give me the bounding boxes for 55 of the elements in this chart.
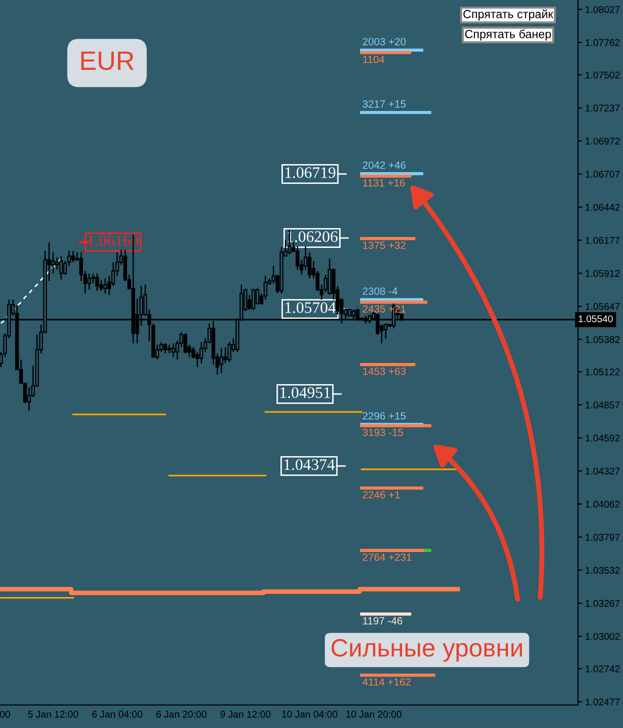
x-tick-label: 10 Jan 04:00 [282,710,338,718]
annotation: 2003 +20 [362,38,406,46]
y-tick-label: 1.05647 [586,303,620,310]
annotation: 3193 -15 [362,428,404,436]
y-tick-label: 1.06707 [586,170,620,178]
annotation: 2435 +21 [362,305,406,313]
y-tick-label: 1.04592 [586,434,620,442]
y-tick-label: 1.04062 [586,500,620,508]
y-tick-label: 1.08027 [586,6,620,13]
annotation: 1.06719 [285,167,336,178]
annotation: 4114 +162 [362,678,411,686]
ref-line-label: 1.05540 [578,315,613,322]
y-tick-label: 1.06177 [586,236,620,244]
x-tick-label: 6 Jan 20:00 [156,710,206,718]
annotation: 2308 -4 [362,287,398,295]
annotation: 2296 +15 [362,412,406,420]
y-tick-label: 1.06442 [586,204,620,211]
y-tick-label: 1.05122 [586,368,620,376]
text: EUR [81,52,134,70]
annotation: 1197 -46 [363,617,402,624]
annotation: 1.05704 [285,302,336,314]
annotation: 1131 +16 [363,179,405,187]
annotation: 3217 +15 [362,100,406,108]
annotation: 1.06160 [88,235,138,246]
y-tick-label: 1.06972 [586,138,620,145]
x-tick-label: 6 Jan 04:00 [92,710,142,718]
annotation: 2764 +231 [362,553,412,561]
annotation: 1.06206 [287,231,338,242]
y-tick-label: 1.07762 [586,39,620,46]
y-tick-label: 1.04327 [586,468,620,475]
y-tick-label: 1.05382 [586,336,620,343]
y-tick-label: 1.03532 [586,566,620,574]
text: Спрятать банер [465,29,551,41]
y-tick-label: 1.07502 [586,72,620,78]
annotation: 2246 +1 [362,491,400,498]
x-tick-label: 5 Jan 12:00 [28,710,78,718]
y-tick-label: 1.04857 [586,402,620,408]
y-tick-label: 1.05912 [586,270,620,277]
annotation: 1453 +63 [363,368,406,375]
annotation: 1375 +32 [363,242,406,249]
y-tick-label: 1.02742 [586,665,620,672]
text: Спрятать страйк [463,9,554,21]
annotation: Сильные уровни [332,639,522,662]
y-tick-label: 1.03002 [586,632,620,640]
x-tick-label: 9 Jan 12:00 [220,710,270,718]
y-tick-label: 1.03267 [586,600,620,607]
annotation: 1104 [363,56,384,64]
y-tick-label: 1.07237 [586,104,620,112]
x-tick-label: 00 [0,710,10,718]
y-tick-label: 1.03797 [586,534,620,541]
annotation: 1.04951 [280,387,330,398]
annotation: 1.04374 [284,459,335,470]
y-tick-label: 1.02477 [586,698,620,706]
x-tick-label: 10 Jan 20:00 [346,710,402,718]
annotation: 2042 +46 [362,161,406,169]
